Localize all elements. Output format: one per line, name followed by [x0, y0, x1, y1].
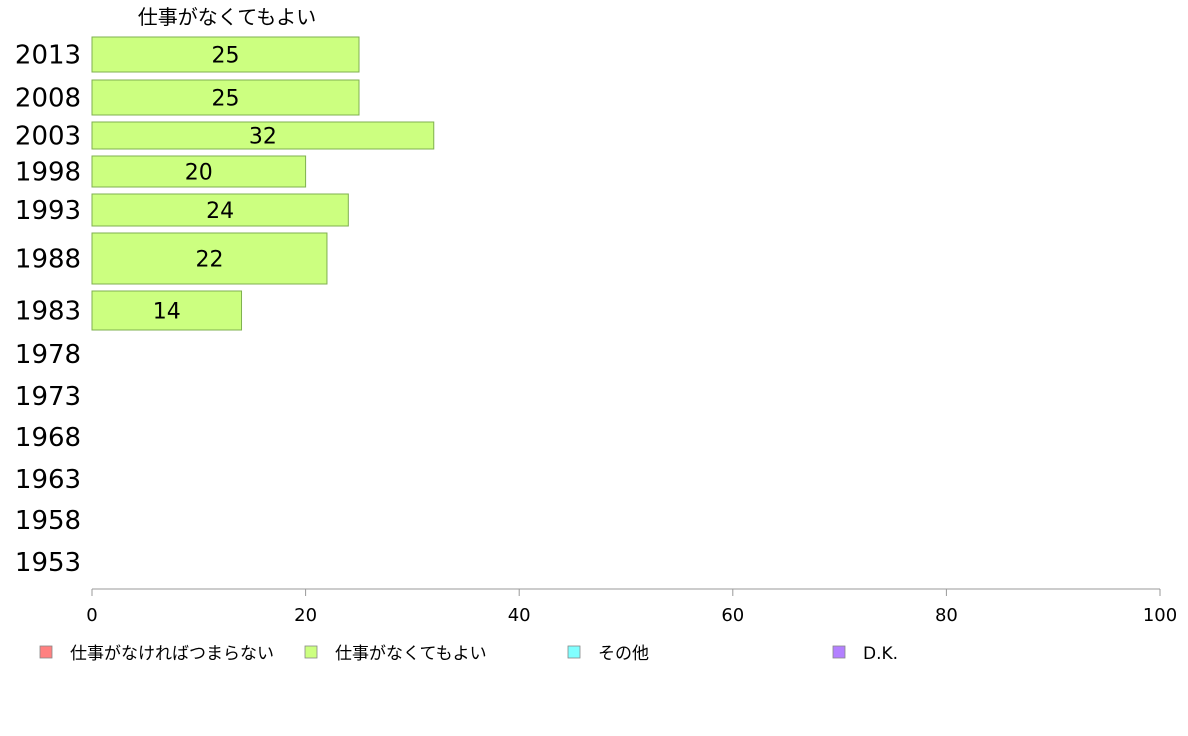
- x-tick-label: 20: [294, 605, 317, 626]
- bar: [91, 155, 307, 188]
- value-label: 20: [185, 161, 213, 186]
- value-label: 14: [153, 300, 181, 325]
- category-label: 1963: [15, 465, 81, 495]
- x-tick-label: 0: [86, 605, 97, 626]
- bar: [91, 121, 435, 150]
- category-label: 2003: [15, 122, 81, 152]
- value-label: 25: [212, 44, 240, 69]
- legend-swatch: [567, 645, 581, 659]
- bar: [91, 290, 243, 331]
- bar: [91, 36, 360, 73]
- x-tick-label: 100: [1143, 605, 1177, 626]
- x-axis-ticks: 0 20 40 60 80 100: [86, 589, 1177, 626]
- value-labels: 25 25 32 20 24 22 14: [153, 44, 277, 325]
- category-label: 1953: [15, 548, 81, 578]
- category-label: 2008: [15, 84, 81, 114]
- value-label: 24: [206, 199, 234, 224]
- legend-swatch: [304, 645, 318, 659]
- x-tick-label: 40: [508, 605, 531, 626]
- x-tick-label: 80: [935, 605, 958, 626]
- x-tick-label: 60: [721, 605, 744, 626]
- legend-swatch: [832, 645, 846, 659]
- bar: [91, 193, 349, 227]
- legend-label: 仕事がなければつまらない: [70, 644, 274, 664]
- category-label: 1993: [15, 196, 81, 226]
- legend: 仕事がなければつまらない 仕事がなくてもよい その他 D.K.: [39, 644, 898, 664]
- category-label: 1988: [15, 245, 81, 275]
- category-label: 1978: [15, 340, 81, 370]
- legend-label: その他: [598, 644, 649, 664]
- value-label: 25: [212, 87, 240, 112]
- category-label: 1973: [15, 382, 81, 412]
- category-label: 2013: [15, 41, 81, 71]
- value-label: 32: [249, 125, 277, 150]
- legend-label: 仕事がなくてもよい: [335, 644, 487, 664]
- category-label: 1983: [15, 297, 81, 327]
- legend-swatch: [39, 645, 53, 659]
- category-label: 1958: [15, 506, 81, 536]
- bar: [91, 79, 360, 116]
- category-labels: 2013 2008 2003 1998 1993 1988 1983 1978 1973 1968…: [15, 41, 81, 579]
- bar: [91, 232, 328, 285]
- legend-label: D.K.: [863, 644, 898, 664]
- series-title: 仕事がなくてもよい: [138, 5, 316, 29]
- category-label: 1968: [15, 423, 81, 453]
- value-label: 22: [195, 248, 223, 273]
- bars-group: [91, 36, 435, 331]
- category-label: 1998: [15, 158, 81, 188]
